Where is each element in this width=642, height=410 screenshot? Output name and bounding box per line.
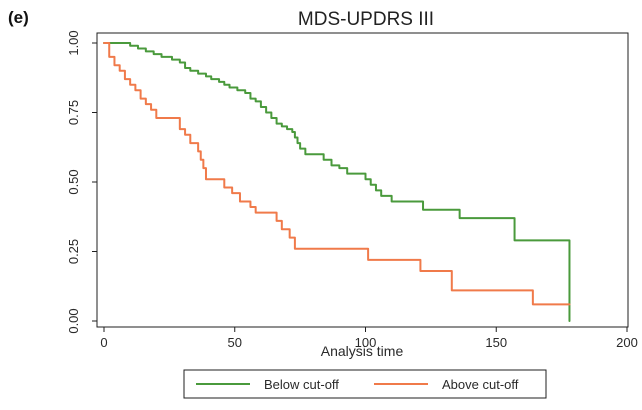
y-tick-label: 0.00	[66, 308, 81, 333]
y-tick-label: 0.50	[66, 169, 81, 194]
x-ticks: 0 50 100 150 200	[100, 327, 638, 350]
x-axis: 0 50 100 150 200	[97, 326, 638, 350]
legend: Below cut-off Above cut-off	[183, 369, 547, 399]
legend-label-below-cut-off: Below cut-off	[264, 377, 339, 392]
series-line-below-cut-off	[103, 42, 571, 322]
chart-title: MDS-UPDRS III	[298, 9, 434, 30]
x-tick-label: 0	[100, 335, 107, 350]
plot-frame	[96, 32, 629, 328]
y-ticks: 0.00 0.25 0.50 0.75 1.00	[66, 30, 97, 334]
x-tick-label: 150	[485, 335, 507, 350]
x-tick-label: 50	[228, 335, 242, 350]
legend-label-above-cut-off: Above cut-off	[442, 377, 519, 392]
y-tick-label: 1.00	[66, 30, 81, 55]
x-axis-title: Analysis time	[321, 343, 404, 359]
series-layer	[103, 42, 571, 322]
panel-label: (e)	[8, 8, 29, 27]
series-line-above-cut-off	[103, 42, 571, 306]
x-tick-label: 100	[355, 335, 377, 350]
y-tick-label: 0.75	[66, 100, 81, 125]
y-axis: 0.00 0.25 0.50 0.75 1.00	[66, 30, 98, 334]
y-tick-label: 0.25	[66, 239, 81, 264]
x-tick-label: 200	[616, 335, 638, 350]
